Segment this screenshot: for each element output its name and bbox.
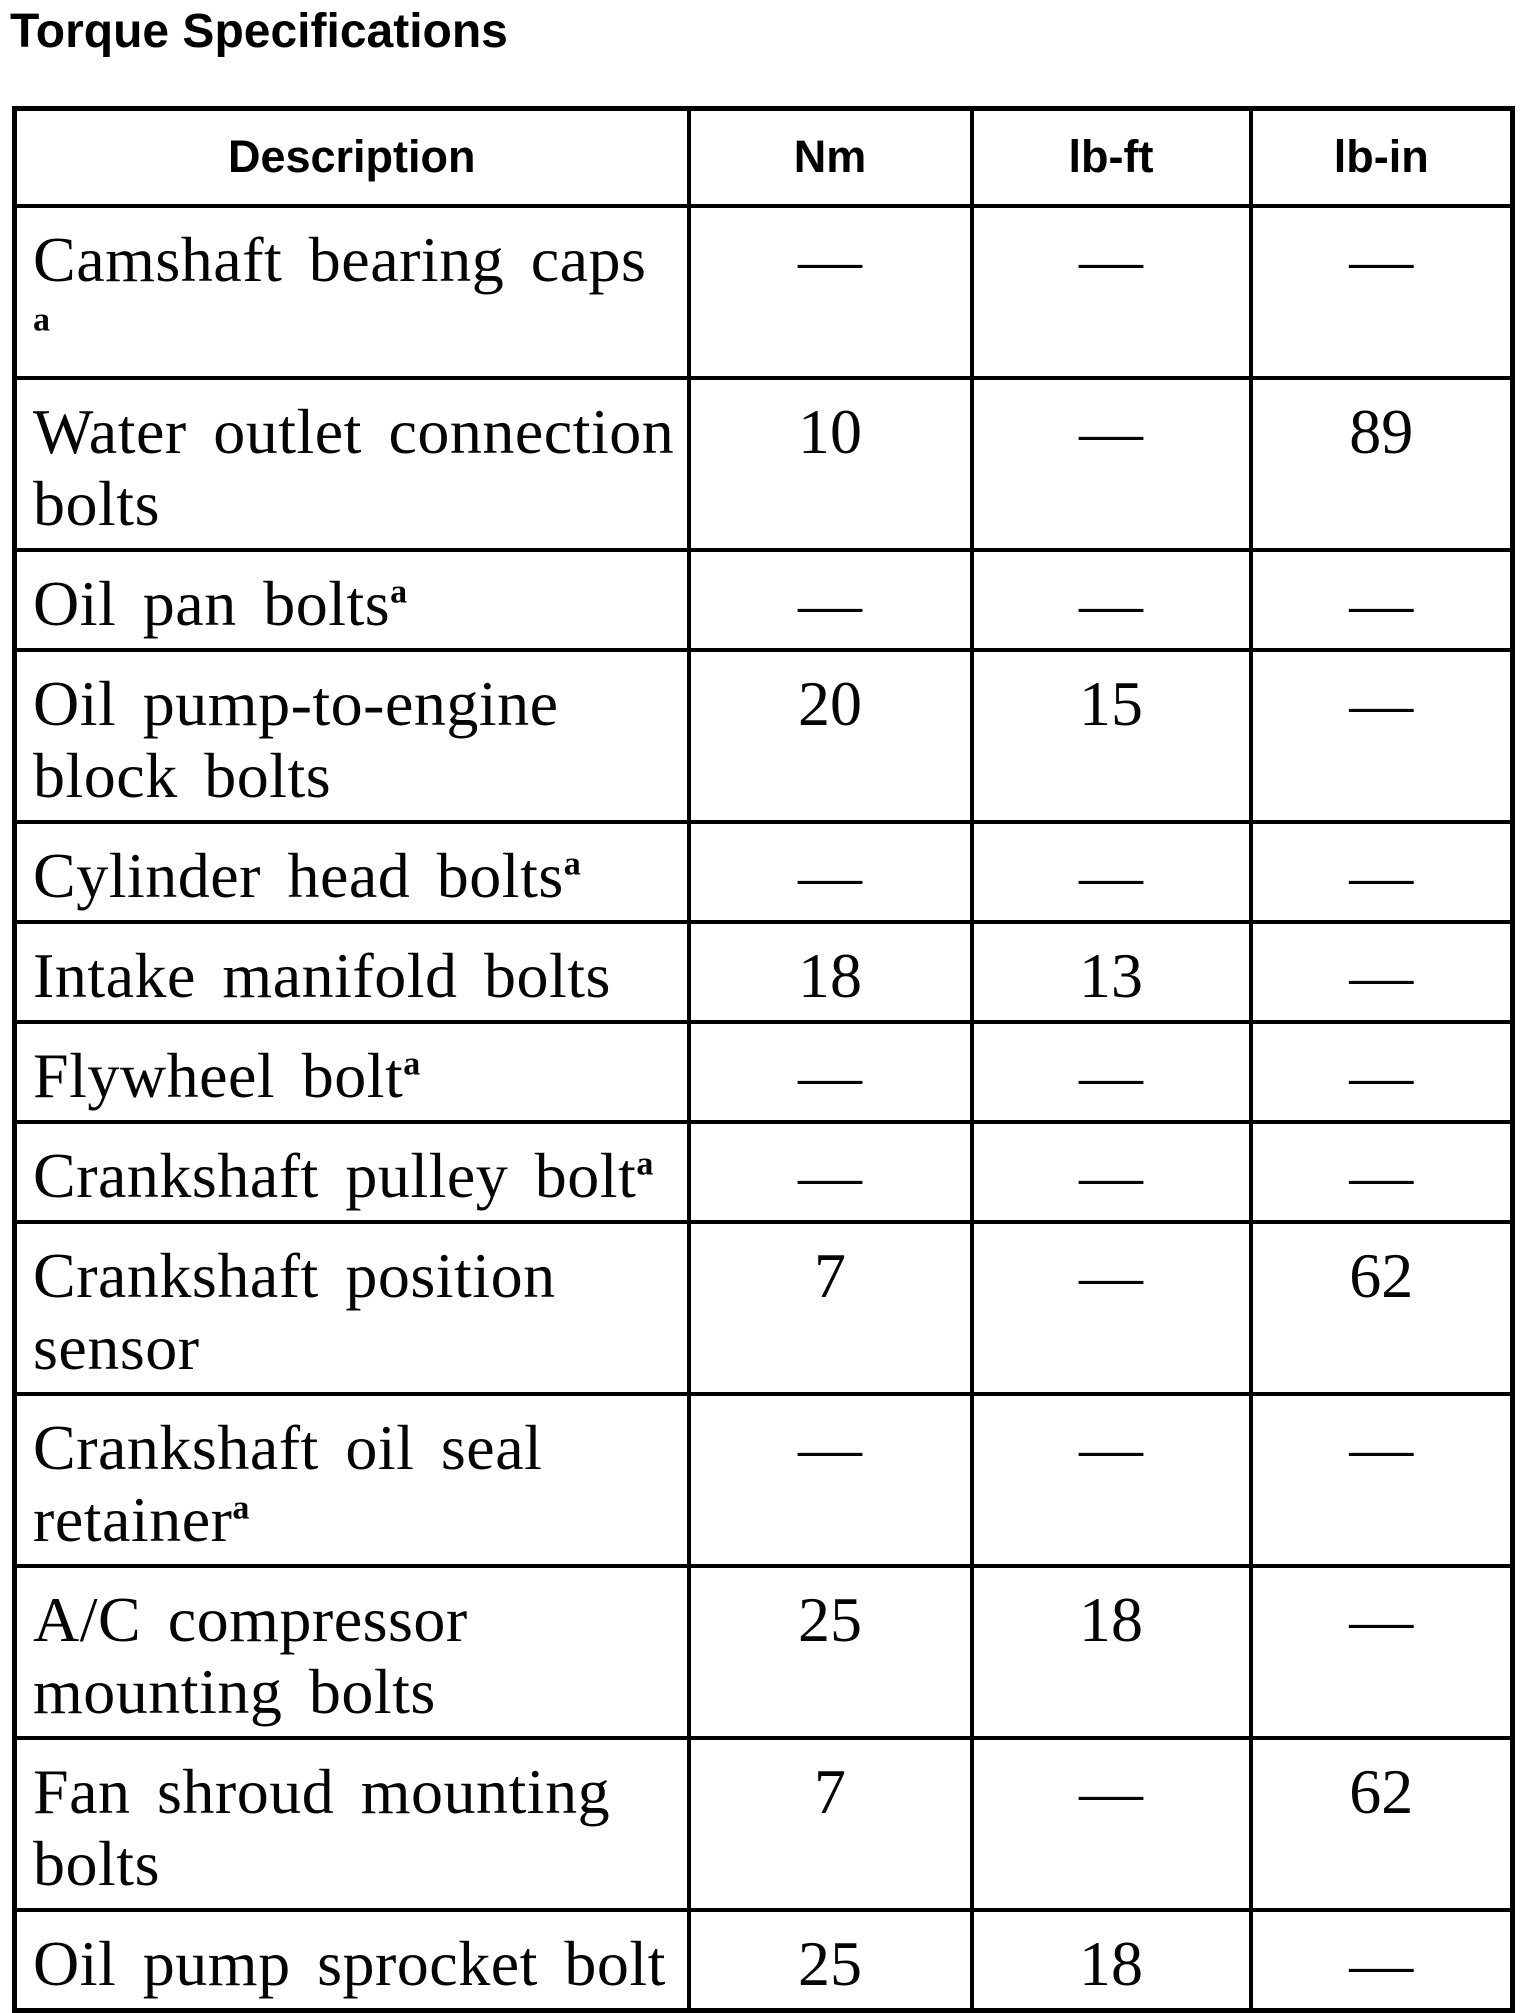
- column-header-lb-in: lb-in: [1248, 106, 1515, 208]
- row-description: Crankshaft oil seal retainera: [12, 1391, 691, 1568]
- value-lb-ft: 13: [969, 919, 1253, 1024]
- value-lb-in: —: [1248, 1119, 1515, 1224]
- row-description: Oil pump sprocket bolt: [12, 1907, 691, 2012]
- value-lb-in: —: [1248, 203, 1515, 380]
- value-nm: —: [686, 203, 974, 380]
- column-header-description: Description: [12, 106, 691, 208]
- value-lb-ft: —: [969, 819, 1253, 924]
- table-row: Crankshaft position sensor 7—62: [12, 1219, 1515, 1396]
- value-lb-in: —: [1248, 819, 1515, 924]
- value-lb-ft: —: [969, 547, 1253, 652]
- value-lb-ft: —: [969, 1119, 1253, 1224]
- table-row: Crankshaft oil seal retainera — — —: [12, 1391, 1515, 1568]
- value-lb-in: —: [1248, 1563, 1515, 1740]
- value-lb-ft: —: [969, 1391, 1253, 1568]
- value-nm: 10: [686, 375, 974, 552]
- value-lb-ft: —: [969, 1219, 1253, 1396]
- row-description: Crankshaft position sensor: [12, 1219, 691, 1396]
- footnote-marker: a: [636, 1145, 654, 1183]
- value-lb-in: —: [1248, 647, 1515, 824]
- value-nm: 25: [686, 1563, 974, 1740]
- page-title: Torque Specifications: [10, 5, 508, 58]
- row-description: Fan shroud mounting bolts: [12, 1735, 691, 1912]
- column-header-lb-ft: lb-ft: [969, 106, 1253, 208]
- table-row: Oil pump-to-engine block bolts 20 15—: [12, 647, 1515, 824]
- column-header-nm: Nm: [686, 106, 974, 208]
- value-nm: —: [686, 1019, 974, 1124]
- value-nm: —: [686, 819, 974, 924]
- row-description: A/C compressor mounting bolts: [12, 1563, 691, 1740]
- row-description: Intake manifold bolts: [12, 919, 691, 1024]
- footnote-marker: a: [563, 845, 581, 883]
- value-lb-in: —: [1248, 919, 1515, 1024]
- value-lb-ft: —: [969, 1735, 1253, 1912]
- value-nm: —: [686, 1391, 974, 1568]
- value-lb-in: 62: [1248, 1219, 1515, 1396]
- value-lb-ft: —: [969, 375, 1253, 552]
- value-lb-ft: —: [969, 203, 1253, 380]
- table-row: Water outlet connection bolts 10—89: [12, 375, 1515, 552]
- table-header: Description Nm lb-ft lb-in: [12, 106, 1515, 208]
- table-row: Crankshaft pulley bolta — — —: [12, 1119, 1515, 1224]
- value-nm: —: [686, 547, 974, 652]
- value-lb-ft: 18: [969, 1907, 1253, 2012]
- table-body: Camshaft bearing caps a — — — Water outlet co…: [12, 203, 1515, 2012]
- table-row: Oil pan boltsa — — —: [12, 547, 1515, 652]
- row-description: Flywheel bolta: [12, 1019, 691, 1124]
- footnote-marker: a: [232, 1489, 250, 1527]
- row-description: Camshaft bearing caps a: [12, 203, 691, 380]
- value-lb-in: —: [1248, 1391, 1515, 1568]
- value-nm: 7: [686, 1735, 974, 1912]
- torque-specifications-table: Description Nm lb-ft lb-in Camshaft bear…: [12, 106, 1515, 2013]
- value-lb-in: —: [1248, 1907, 1515, 2012]
- value-lb-in: 62: [1248, 1735, 1515, 1912]
- value-lb-ft: 18: [969, 1563, 1253, 1740]
- value-lb-in: —: [1248, 1019, 1515, 1124]
- header-row: Description Nm lb-ft lb-in: [12, 106, 1515, 208]
- row-description: Oil pump-to-engine block bolts: [12, 647, 691, 824]
- value-lb-in: 89: [1248, 375, 1515, 552]
- value-lb-ft: —: [969, 1019, 1253, 1124]
- value-nm: —: [686, 1119, 974, 1224]
- row-description: Cylinder head boltsa: [12, 819, 691, 924]
- value-lb-ft: 15: [969, 647, 1253, 824]
- value-nm: 7: [686, 1219, 974, 1396]
- value-nm: 20: [686, 647, 974, 824]
- table-row: Intake manifold bolts 18 13—: [12, 919, 1515, 1024]
- table-row: Flywheel bolta — — —: [12, 1019, 1515, 1124]
- table-row: A/C compressor mounting bolts 25 18—: [12, 1563, 1515, 1740]
- value-nm: 25: [686, 1907, 974, 2012]
- table-row: Fan shroud mounting bolts 7—62: [12, 1735, 1515, 1912]
- table-row: Cylinder head boltsa — — —: [12, 819, 1515, 924]
- row-description: Oil pan boltsa: [12, 547, 691, 652]
- footnote-marker: a: [33, 301, 50, 339]
- row-description: Water outlet connection bolts: [12, 375, 691, 552]
- footnote-marker: a: [390, 573, 408, 611]
- table-row: Camshaft bearing caps a — — —: [12, 203, 1515, 380]
- value-lb-in: —: [1248, 547, 1515, 652]
- footnote-marker: a: [403, 1045, 421, 1083]
- row-description: Crankshaft pulley bolta: [12, 1119, 691, 1224]
- value-nm: 18: [686, 919, 974, 1024]
- document-page: Torque Specifications Description Nm lb-…: [0, 4, 1521, 2013]
- table-row: Oil pump sprocket bolt 25 18—: [12, 1907, 1515, 2012]
